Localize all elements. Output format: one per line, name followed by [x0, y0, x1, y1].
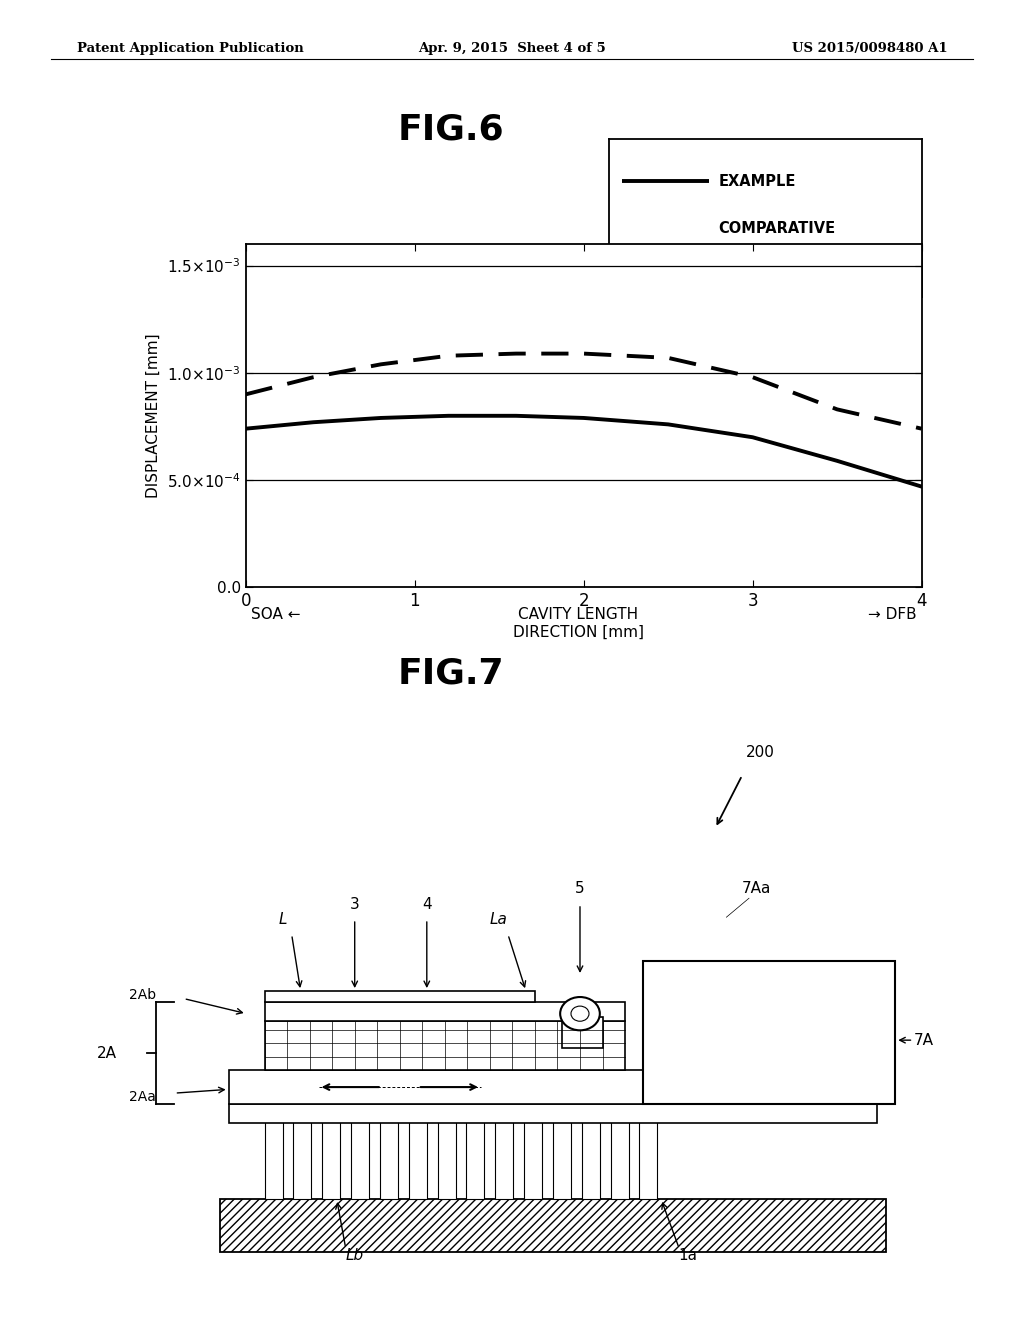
Text: EXAMPLE: EXAMPLE — [719, 265, 796, 281]
Text: La: La — [489, 912, 508, 927]
Text: FIG.6: FIG.6 — [397, 112, 504, 147]
Text: 4: 4 — [422, 896, 431, 912]
Text: 200: 200 — [745, 746, 774, 760]
Bar — [524, 1115, 542, 1199]
Bar — [582, 1115, 600, 1199]
Text: US 2015/0098480 A1: US 2015/0098480 A1 — [792, 42, 947, 55]
Text: 2Aa: 2Aa — [129, 1090, 157, 1104]
Bar — [610, 1115, 629, 1199]
Text: EXAMPLE: EXAMPLE — [719, 174, 796, 189]
Text: 5: 5 — [575, 882, 585, 896]
Circle shape — [560, 997, 600, 1031]
Text: 2Ab: 2Ab — [129, 987, 157, 1002]
Bar — [496, 1115, 513, 1199]
Bar — [467, 1115, 484, 1199]
Text: 3: 3 — [350, 896, 359, 912]
Bar — [264, 991, 535, 1002]
Text: Patent Application Publication: Patent Application Publication — [77, 42, 303, 55]
Circle shape — [571, 1006, 589, 1022]
Bar — [639, 1115, 657, 1199]
Bar — [219, 1199, 887, 1253]
Text: Apr. 9, 2015  Sheet 4 of 5: Apr. 9, 2015 Sheet 4 of 5 — [418, 42, 606, 55]
Bar — [643, 961, 895, 1105]
Y-axis label: DISPLACEMENT [mm]: DISPLACEMENT [mm] — [145, 334, 161, 498]
Bar — [351, 1115, 369, 1199]
Bar — [264, 1002, 625, 1022]
Bar — [264, 1115, 283, 1199]
Bar — [323, 1115, 340, 1199]
Bar — [562, 1018, 602, 1048]
Text: 2A: 2A — [97, 1045, 117, 1061]
Bar — [228, 1071, 878, 1105]
Bar — [228, 1105, 878, 1123]
Text: → DFB: → DFB — [868, 607, 916, 622]
Text: 7Aa: 7Aa — [742, 882, 771, 896]
Text: 7A: 7A — [913, 1032, 934, 1048]
Bar — [437, 1115, 456, 1199]
Text: Lb: Lb — [346, 1249, 364, 1263]
Text: L: L — [279, 912, 287, 927]
Bar — [294, 1115, 311, 1199]
Text: CAVITY LENGTH
DIRECTION [mm]: CAVITY LENGTH DIRECTION [mm] — [513, 607, 644, 640]
Bar — [409, 1115, 427, 1199]
Bar — [264, 1022, 625, 1071]
Text: 1a: 1a — [679, 1249, 697, 1263]
Text: FIG.7: FIG.7 — [397, 656, 504, 690]
Bar — [553, 1115, 571, 1199]
Text: COMPARATIVE: COMPARATIVE — [719, 222, 836, 236]
Text: SOA ←: SOA ← — [251, 607, 300, 622]
Bar — [380, 1115, 398, 1199]
